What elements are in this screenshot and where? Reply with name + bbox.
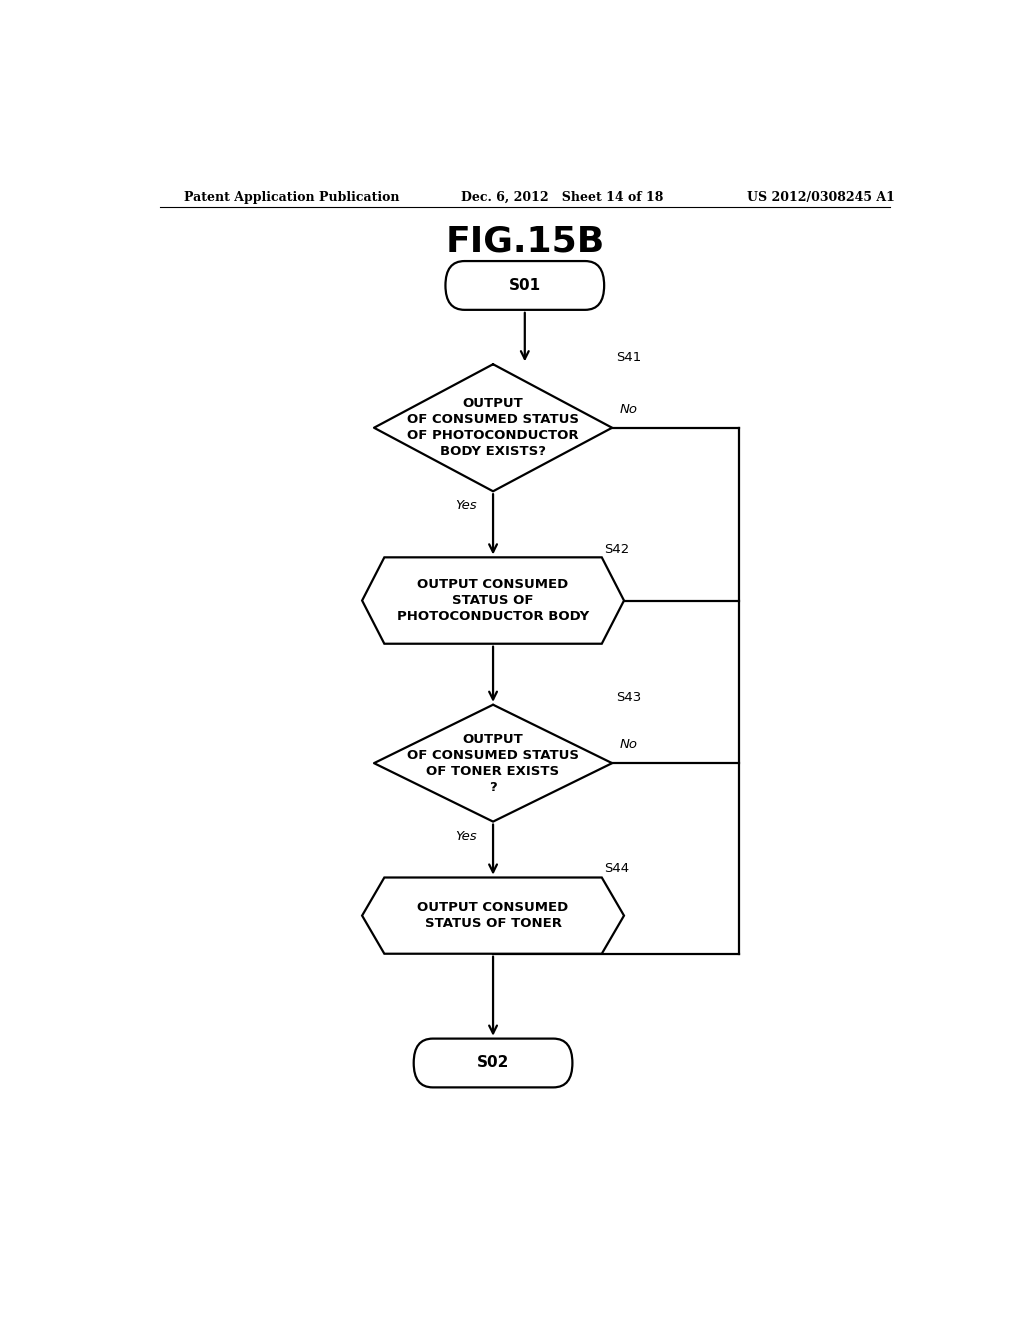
Text: US 2012/0308245 A1: US 2012/0308245 A1 xyxy=(748,190,895,203)
Text: OUTPUT
OF CONSUMED STATUS
OF TONER EXISTS
?: OUTPUT OF CONSUMED STATUS OF TONER EXIST… xyxy=(408,733,579,793)
Text: Patent Application Publication: Patent Application Publication xyxy=(183,190,399,203)
Text: S43: S43 xyxy=(616,692,641,704)
Polygon shape xyxy=(362,557,624,644)
Text: S44: S44 xyxy=(604,862,630,875)
Text: Dec. 6, 2012   Sheet 14 of 18: Dec. 6, 2012 Sheet 14 of 18 xyxy=(461,190,664,203)
FancyBboxPatch shape xyxy=(414,1039,572,1088)
Text: No: No xyxy=(620,738,638,751)
Text: S02: S02 xyxy=(477,1056,509,1071)
Text: FIG.15B: FIG.15B xyxy=(445,224,604,259)
Text: S01: S01 xyxy=(509,279,541,293)
Text: Yes: Yes xyxy=(456,830,477,842)
Text: OUTPUT CONSUMED
STATUS OF TONER: OUTPUT CONSUMED STATUS OF TONER xyxy=(418,902,568,931)
Text: No: No xyxy=(620,403,638,416)
Polygon shape xyxy=(362,878,624,954)
Text: Yes: Yes xyxy=(456,499,477,512)
Text: S41: S41 xyxy=(616,351,641,364)
Text: S42: S42 xyxy=(604,543,630,556)
Text: OUTPUT CONSUMED
STATUS OF
PHOTOCONDUCTOR BODY: OUTPUT CONSUMED STATUS OF PHOTOCONDUCTOR… xyxy=(397,578,589,623)
Text: OUTPUT
OF CONSUMED STATUS
OF PHOTOCONDUCTOR
BODY EXISTS?: OUTPUT OF CONSUMED STATUS OF PHOTOCONDUC… xyxy=(408,397,579,458)
FancyBboxPatch shape xyxy=(445,261,604,310)
